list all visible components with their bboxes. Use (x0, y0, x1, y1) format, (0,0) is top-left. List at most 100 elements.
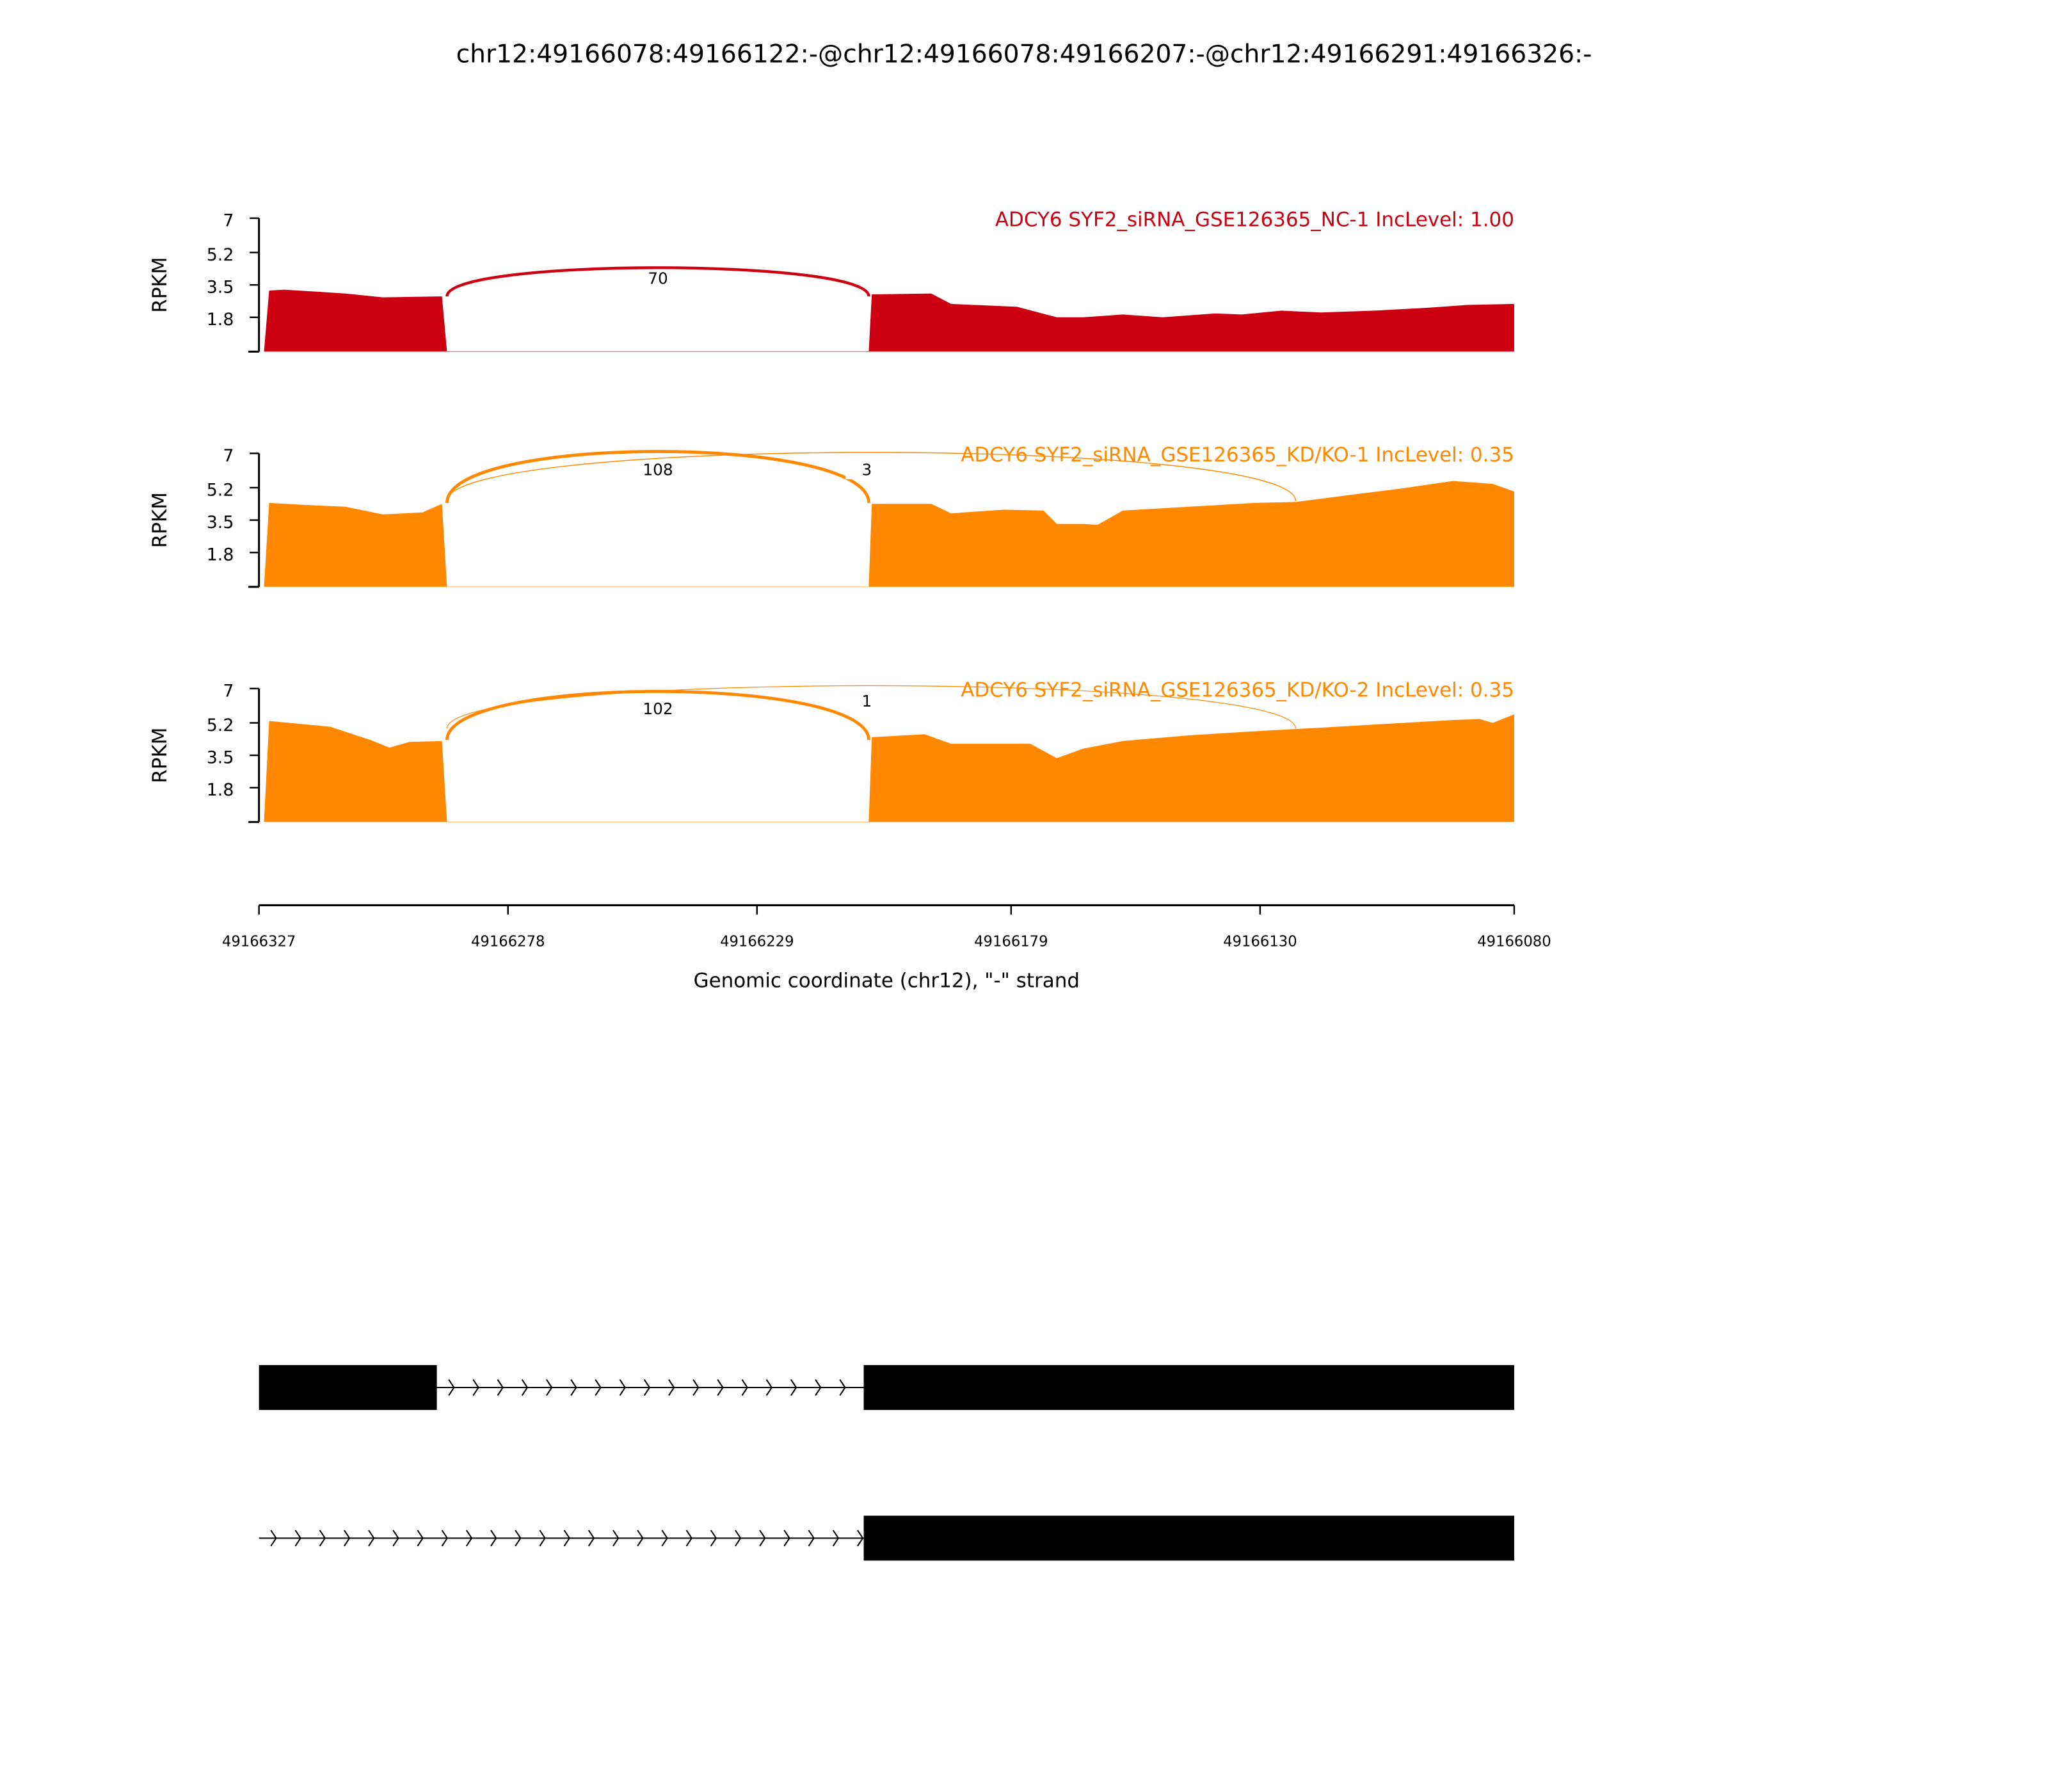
junction-label-bg (636, 269, 680, 288)
strand-arrow-icon (815, 1379, 822, 1396)
strand-arrow-icon (368, 1530, 375, 1547)
coverage-area (868, 714, 1514, 822)
exon-block (863, 1516, 1514, 1561)
strand-arrow-icon (392, 1530, 399, 1547)
strand-arrow-icon (294, 1530, 301, 1547)
junction-count: 3 (861, 461, 872, 479)
strand-arrow-icon (643, 1379, 651, 1396)
strand-arrow-icon (588, 1530, 595, 1547)
panel-title: ADCY6 SYF2_siRNA_GSE126365_NC-1 IncLevel… (995, 208, 1514, 231)
y-tick-label: 3.5 (207, 513, 234, 532)
y-tick-label: 1.8 (207, 310, 234, 330)
strand-arrow-icon (668, 1379, 675, 1396)
strand-arrow-icon (515, 1530, 522, 1547)
panel-title: ADCY6 SYF2_siRNA_GSE126365_KD/KO-1 IncLe… (961, 444, 1514, 467)
strand-arrow-icon (441, 1530, 449, 1547)
junction-count: 1 (861, 692, 872, 710)
y-axis-label: RPKM (148, 728, 172, 783)
strand-arrow-icon (570, 1379, 577, 1396)
y-tick-label: 1.8 (207, 545, 234, 565)
x-axis-label: Genomic coordinate (chr12), "-" strand (694, 969, 1080, 992)
strand-arrow-icon (546, 1379, 553, 1396)
strand-arrow-icon (637, 1530, 644, 1547)
junction-arc (446, 685, 1297, 729)
strand-arrow-icon (619, 1379, 626, 1396)
strand-arrow-icon (465, 1530, 473, 1547)
strand-arrow-icon (741, 1379, 748, 1396)
junction-label-bg (845, 692, 888, 711)
strand-arrow-icon (472, 1379, 479, 1396)
panel-title: ADCY6 SYF2_siRNA_GSE126365_KD/KO-2 IncLe… (961, 678, 1514, 701)
strand-arrow-icon (808, 1530, 815, 1547)
x-tick-label: 49166130 (1223, 933, 1297, 950)
strand-arrow-icon (857, 1530, 864, 1547)
strand-arrow-icon (612, 1530, 620, 1547)
exon-block (259, 1364, 437, 1411)
y-tick-label: 1.8 (207, 780, 234, 800)
junction-arc (445, 689, 870, 740)
strand-arrow-icon (832, 1530, 840, 1547)
strand-arrow-icon (563, 1530, 571, 1547)
y-tick-label: 7 (223, 681, 234, 701)
y-tick-label: 5.2 (207, 480, 234, 500)
strand-arrow-icon (417, 1530, 424, 1547)
junction-arc (446, 452, 1297, 501)
chart-title: chr12:49166078:49166122:-@chr12:49166078… (456, 40, 1592, 68)
coverage-area (264, 502, 447, 587)
y-tick-label: 3.5 (207, 278, 234, 298)
coverage-area (868, 481, 1514, 587)
junction-label-bg (845, 460, 888, 479)
strand-arrow-icon (717, 1379, 724, 1396)
x-axis: 49166327 49166278 49166229 49166179 49166130… (222, 904, 1551, 950)
gene-model (259, 1364, 1514, 1561)
strand-arrow-icon (595, 1379, 602, 1396)
strand-arrow-icon (790, 1379, 797, 1396)
coverage-panel-2: ADCY6 SYF2_siRNA_GSE126365_KD/KO-1 IncLe… (148, 444, 1514, 588)
junction-arc (445, 449, 870, 504)
coverage-area (868, 293, 1514, 352)
strand-arrow-icon (490, 1530, 497, 1547)
exon-block (863, 1364, 1514, 1411)
y-tick-label: 7 (223, 211, 234, 230)
junction-count: 102 (643, 700, 673, 718)
junction-label-bg (636, 460, 680, 479)
strand-arrow-icon (448, 1379, 455, 1396)
coverage-panel-3: ADCY6 SYF2_siRNA_GSE126365_KD/KO-2 IncLe… (148, 678, 1514, 823)
x-tick-label: 49166080 (1477, 933, 1551, 950)
y-tick-label: 5.2 (207, 716, 234, 735)
strand-arrow-icon (685, 1530, 693, 1547)
coverage-area (264, 289, 447, 352)
coverage-area (264, 721, 447, 822)
transcript-2 (259, 1516, 1514, 1561)
strand-arrow-icon (783, 1530, 790, 1547)
junction-arc (445, 266, 870, 297)
strand-arrow-icon (343, 1530, 351, 1547)
junction-label-bg (636, 700, 680, 719)
strand-arrow-icon (735, 1530, 742, 1547)
strand-arrow-icon (710, 1530, 717, 1547)
coverage-panel-1: ADCY6 SYF2_siRNA_GSE126365_NC-1 IncLevel… (148, 208, 1514, 353)
strand-arrow-icon (839, 1379, 846, 1396)
strand-arrow-icon (270, 1530, 277, 1547)
x-tick-label: 49166229 (720, 933, 794, 950)
strand-arrow-icon (759, 1530, 766, 1547)
junction-count: 108 (643, 461, 673, 479)
strand-arrow-icon (319, 1530, 326, 1547)
y-tick-label: 5.2 (207, 245, 234, 265)
strand-arrow-icon (661, 1530, 668, 1547)
y-axis-label: RPKM (148, 492, 172, 548)
strand-arrow-icon (497, 1379, 504, 1396)
strand-arrow-icon (692, 1379, 700, 1396)
y-tick-label: 3.5 (207, 748, 234, 768)
junction-count: 70 (648, 269, 668, 288)
strand-arrow-icon (521, 1379, 529, 1396)
x-tick-label: 49166327 (222, 933, 296, 950)
y-axis-label: RPKM (148, 257, 172, 313)
strand-arrow-icon (765, 1379, 773, 1396)
y-tick-label: 7 (223, 446, 234, 466)
strand-arrow-icon (539, 1530, 546, 1547)
x-tick-label: 49166278 (471, 933, 545, 950)
transcript-1 (259, 1364, 1514, 1411)
x-tick-label: 49166179 (974, 933, 1048, 950)
